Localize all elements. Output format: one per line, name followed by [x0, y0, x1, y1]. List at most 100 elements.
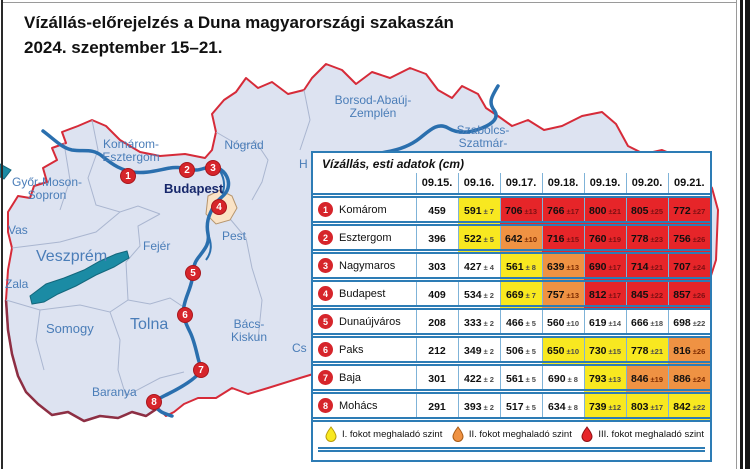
legend-label: III. fokot meghaladó szint: [598, 428, 704, 440]
date-column-header: 09.20.: [625, 173, 668, 198]
value-cell: 349 ± 2: [457, 335, 500, 366]
frame-top-edge: [3, 2, 736, 3]
county-label-gyor-moson-sopron: Győr-Moson- Sopron: [11, 175, 82, 203]
station-number-badge: 8: [318, 398, 333, 413]
table-row: 4 Budapest 409 534 ± 2 669 ± 7 757 ±13 812 ±17 845 ±…: [313, 279, 710, 310]
station-name: Dunaújváros: [339, 315, 401, 328]
value-cell: 778 ±23: [625, 223, 668, 254]
frame-right-edge: [740, 0, 750, 469]
station-cell: 8 Mohács: [313, 391, 416, 422]
map-marker-nagymaros: 3: [205, 160, 221, 176]
value-cell: 739 ±12: [583, 391, 626, 422]
map-marker-baja: 7: [193, 362, 209, 378]
forecast-table: 09.15. 09.16. 09.17. 09.18. 09.19. 09.20…: [313, 173, 710, 422]
station-name: Komárom: [339, 203, 387, 216]
value-cell: 730 ±15: [583, 335, 626, 366]
county-label-fejer: Fejér: [143, 239, 171, 253]
station-number-badge: 5: [318, 314, 333, 329]
value-cell: 517 ± 5: [499, 391, 542, 422]
station-name: Budapest: [339, 287, 386, 300]
table-title: Vízállás, esti adatok (cm): [322, 157, 465, 171]
county-label-vas: Vas: [8, 223, 28, 237]
value-cell: 716 ±15: [541, 223, 584, 254]
station-cell: 7 Baja: [313, 363, 416, 394]
value-cell: 707 ±24: [667, 251, 710, 282]
value-cell: 816 ±26: [667, 335, 710, 366]
value-cell: 666 ±18: [625, 307, 668, 338]
county-label-pest: Pest: [222, 229, 247, 243]
droplet-icon-level2: [452, 426, 464, 442]
station-name: Esztergom: [339, 231, 392, 244]
map-marker-esztergom: 2: [179, 162, 195, 178]
title-line1: Vízállás-előrejelzés a Duna magyarország…: [24, 13, 454, 32]
county-label-somogy: Somogy: [46, 321, 94, 336]
county-label-zala: Zala: [5, 277, 29, 291]
county-label-borsod-abauj-zemplen: Borsod-Abaúj- Zemplén: [334, 93, 412, 121]
county-label-csongrad-partial: Cs: [292, 341, 307, 355]
value-cell: 706 ±13: [499, 195, 542, 226]
value-cell: 634 ± 8: [541, 391, 584, 422]
value-cell: 766 ±17: [541, 195, 584, 226]
value-cell: 591 ± 7: [457, 195, 500, 226]
station-name: Mohács: [339, 399, 378, 412]
value-cell: 301: [415, 363, 458, 394]
value-cell: 560 ±10: [541, 307, 584, 338]
value-cell: 805 ±25: [625, 195, 668, 226]
legend-item-level2: II. fokot meghaladó szint: [452, 426, 572, 442]
county-label-heves-partial: H: [299, 157, 308, 171]
map-marker-komarom: 1: [120, 168, 136, 184]
station-name: Baja: [339, 371, 362, 384]
value-cell: 845 ±22: [625, 279, 668, 310]
value-cell: 409: [415, 279, 458, 310]
map-marker-paks: 6: [177, 307, 193, 323]
date-column-header: 09.18.: [541, 173, 584, 198]
county-label-baranya: Baranya: [92, 385, 137, 399]
table-body: 1 Komárom 459 591 ± 7 706 ±13 766 ±17 800 ±21 805 ±2…: [313, 195, 710, 422]
station-number-badge: 6: [318, 342, 333, 357]
value-cell: 333 ± 2: [457, 307, 500, 338]
legend-label: II. fokot meghaladó szint: [468, 428, 572, 440]
station-number-badge: 7: [318, 370, 333, 385]
county-label-komarom-esztergom: Komárom- Esztergom: [102, 137, 160, 165]
legend-label: I. fokot meghaladó szint: [342, 428, 443, 440]
table-bottom-rule: [318, 447, 705, 452]
value-cell: 522 ± 5: [457, 223, 500, 254]
table-row: 5 Dunaújváros 208 333 ± 2 466 ± 5 560 ±10 619 ±14 6…: [313, 307, 710, 338]
date-column-header: 09.19.: [583, 173, 626, 198]
station-cell: 2 Esztergom: [313, 223, 416, 254]
date-column-header: 09.17.: [499, 173, 542, 198]
county-label-veszprem: Veszprém: [36, 248, 108, 265]
value-cell: 561 ± 5: [499, 363, 542, 394]
value-cell: 561 ± 8: [499, 251, 542, 282]
value-cell: 303: [415, 251, 458, 282]
station-number-badge: 3: [318, 258, 333, 273]
value-cell: 760 ±19: [583, 223, 626, 254]
value-cell: 857 ±26: [667, 279, 710, 310]
station-number-badge: 4: [318, 286, 333, 301]
value-cell: 756 ±26: [667, 223, 710, 254]
value-cell: 506 ± 5: [499, 335, 542, 366]
frame-right-line: [736, 0, 737, 469]
county-borders: [5, 89, 311, 397]
value-cell: 642 ±10: [499, 223, 542, 254]
value-cell: 393 ± 2: [457, 391, 500, 422]
value-cell: 291: [415, 391, 458, 422]
table-row: 3 Nagymaros 303 427 ± 4 561 ± 8 639 ±13 690 ±17 714…: [313, 251, 710, 282]
table-row: 6 Paks 212 349 ± 2 506 ± 5 650 ±10 730 ±15 778 ±21 81…: [313, 335, 710, 366]
value-cell: 812 ±17: [583, 279, 626, 310]
value-cell: 793 ±13: [583, 363, 626, 394]
title-line2: 2024. szeptember 15–21.: [24, 37, 223, 57]
map-marker-dunaujvaros: 5: [185, 265, 201, 281]
value-cell: 772 ±27: [667, 195, 710, 226]
station-cell: 1 Komárom: [313, 195, 416, 226]
map-marker-mohacs: 8: [146, 394, 162, 410]
value-cell: 714 ±21: [625, 251, 668, 282]
value-cell: 803 ±17: [625, 391, 668, 422]
station-number-badge: 2: [318, 230, 333, 245]
legend: I. fokot meghaladó szint II. fokot megha…: [313, 422, 710, 446]
value-cell: 466 ± 5: [499, 307, 542, 338]
station-cell: 6 Paks: [313, 335, 416, 366]
value-cell: 690 ±17: [583, 251, 626, 282]
value-cell: 534 ± 2: [457, 279, 500, 310]
value-cell: 208: [415, 307, 458, 338]
